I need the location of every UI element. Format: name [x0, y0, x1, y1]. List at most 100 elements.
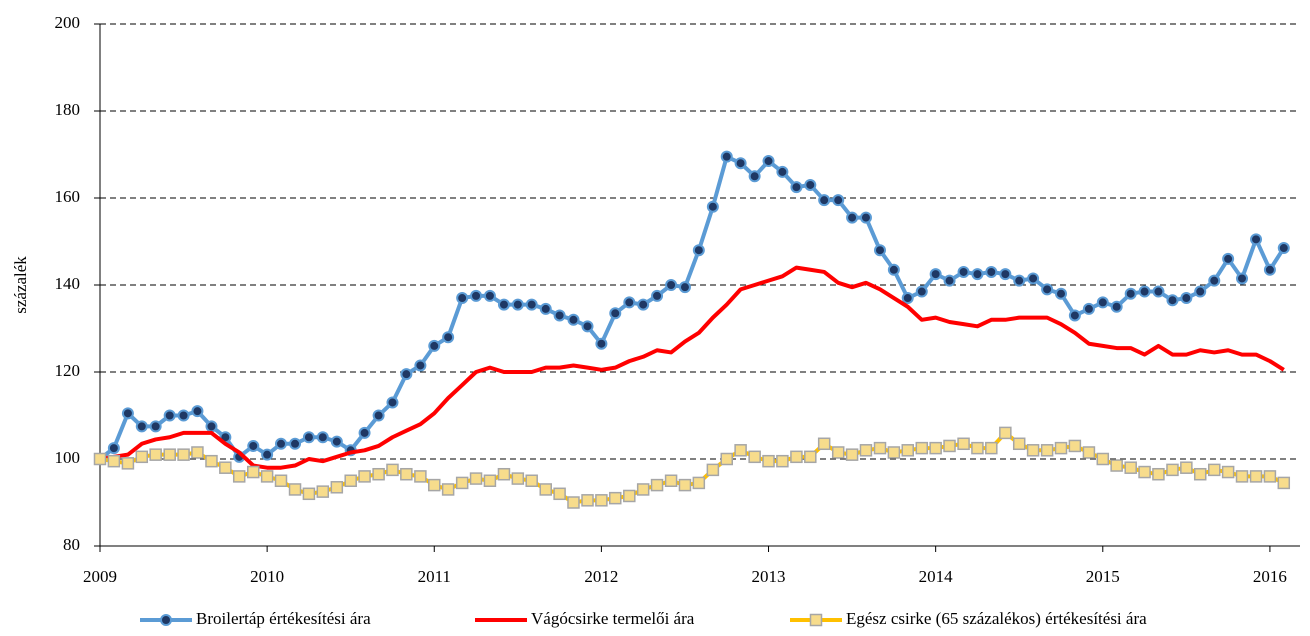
data-point	[247, 439, 260, 452]
data-point	[400, 368, 413, 381]
data-point	[665, 279, 678, 291]
data-point	[831, 446, 845, 459]
data-point	[790, 450, 803, 464]
data-point	[1096, 452, 1110, 466]
data-point	[316, 485, 330, 498]
data-point	[943, 274, 956, 287]
data-point	[428, 339, 441, 352]
data-point	[651, 289, 664, 302]
data-point	[1082, 446, 1096, 459]
data-point	[470, 289, 483, 302]
data-point	[1180, 461, 1193, 474]
data-point	[121, 407, 134, 420]
y-tick-label: 100	[55, 448, 81, 467]
data-point	[1040, 444, 1054, 457]
data-point	[1193, 467, 1207, 481]
y-tick-label: 180	[55, 100, 81, 119]
data-point	[874, 244, 886, 257]
data-point	[901, 292, 914, 305]
data-point	[915, 441, 929, 455]
data-point	[107, 442, 120, 455]
data-point	[107, 454, 121, 468]
data-point	[539, 302, 552, 315]
data-point	[706, 200, 719, 213]
data-point	[1027, 272, 1040, 285]
data-point	[1250, 233, 1263, 246]
data-point	[219, 461, 232, 474]
data-point	[511, 298, 524, 311]
data-point	[623, 296, 636, 309]
data-point	[553, 487, 566, 501]
data-point	[93, 452, 107, 466]
data-point	[887, 263, 900, 276]
data-point	[1221, 465, 1235, 479]
data-point	[358, 426, 371, 439]
data-point	[678, 478, 692, 492]
data-point	[595, 494, 608, 507]
data-point	[1138, 285, 1151, 298]
data-point	[706, 463, 720, 477]
data-point	[441, 483, 455, 496]
legend-marker	[809, 613, 823, 627]
data-point	[372, 409, 385, 422]
data-point	[1277, 476, 1291, 490]
data-point	[692, 476, 706, 490]
data-point	[1263, 263, 1276, 276]
data-point	[149, 420, 162, 433]
data-point	[205, 454, 218, 468]
data-point	[567, 496, 580, 509]
data-point	[873, 441, 887, 455]
data-point	[1013, 274, 1026, 287]
data-point	[121, 457, 135, 470]
data-point	[957, 437, 970, 451]
data-point	[1012, 437, 1026, 451]
data-point	[985, 265, 998, 278]
data-point	[205, 420, 218, 433]
data-point	[302, 431, 315, 444]
data-point	[692, 244, 705, 257]
data-point	[511, 472, 525, 485]
data-point	[232, 470, 246, 483]
data-point	[971, 268, 984, 281]
data-point	[748, 450, 761, 464]
data-point	[260, 470, 274, 483]
data-point	[302, 487, 316, 501]
data-point	[637, 298, 650, 311]
data-point	[859, 444, 873, 457]
series-line	[99, 265, 1285, 470]
data-point	[999, 426, 1012, 440]
data-point	[1055, 287, 1068, 300]
data-point	[845, 448, 859, 461]
data-point	[386, 396, 399, 409]
legend-label: Broilertáp értékesítési ára	[196, 609, 371, 628]
data-point	[581, 494, 594, 507]
x-tick-label: 2013	[752, 567, 786, 586]
data-point	[177, 448, 190, 461]
data-point	[149, 448, 162, 461]
y-tick-label: 80	[63, 535, 80, 554]
y-tick-label: 120	[55, 361, 81, 380]
data-point	[1277, 242, 1290, 255]
data-point	[191, 446, 204, 459]
data-point	[553, 309, 566, 322]
data-point	[720, 150, 733, 163]
data-point	[400, 467, 413, 481]
x-tick-label: 2014	[919, 567, 954, 586]
x-tick-label: 2012	[584, 567, 618, 586]
data-point	[901, 444, 914, 457]
data-point	[817, 437, 831, 451]
data-point	[846, 211, 859, 224]
x-tick-label: 2011	[418, 567, 451, 586]
data-point	[720, 452, 733, 466]
data-point	[497, 467, 511, 481]
data-point	[776, 454, 789, 468]
data-point	[483, 474, 497, 487]
legend-marker	[160, 614, 172, 626]
data-point	[1222, 252, 1235, 265]
data-point	[1208, 274, 1221, 287]
data-point	[804, 450, 817, 464]
data-point	[316, 431, 329, 444]
data-point	[971, 441, 984, 455]
data-point	[1166, 294, 1179, 307]
